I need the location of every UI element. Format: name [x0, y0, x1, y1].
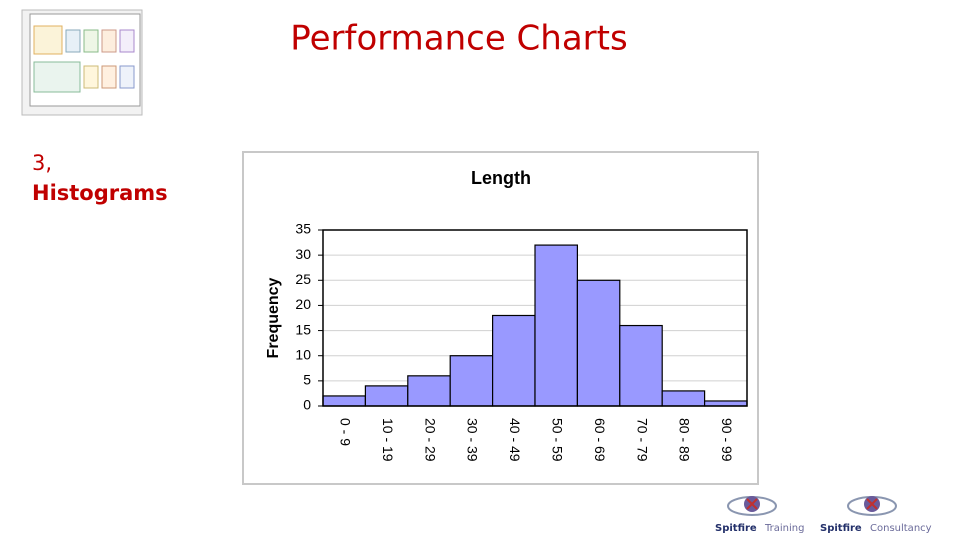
bar	[661, 390, 706, 407]
x-tick-label: 10 - 19	[380, 418, 396, 462]
x-tick-label: 80 - 89	[677, 418, 693, 462]
bar	[449, 355, 494, 407]
bar	[534, 244, 579, 407]
x-tick-label: 20 - 29	[422, 418, 438, 462]
logo-suffix: Consultancy	[870, 523, 932, 534]
section-number: 3,	[32, 151, 52, 175]
bar	[703, 400, 748, 407]
logo	[727, 496, 777, 516]
y-tick-label: 25	[295, 271, 311, 287]
x-tick-label: 40 - 49	[507, 418, 523, 462]
logo	[847, 496, 897, 516]
y-tick-label: 5	[303, 372, 311, 388]
thumbnail	[21, 9, 143, 116]
x-tick-label: 60 - 69	[592, 418, 608, 462]
bar	[364, 385, 409, 407]
y-tick-label: 20	[295, 296, 311, 312]
x-tick-label: 70 - 79	[634, 418, 650, 462]
x-tick-label: 90 - 99	[719, 418, 735, 462]
logo-brand: Spitfire	[820, 523, 862, 534]
slide-title: Performance Charts	[290, 19, 627, 59]
y-tick-label: 10	[295, 346, 311, 362]
bar	[576, 279, 621, 407]
x-tick-label: 0 - 9	[337, 418, 353, 446]
chart-title: Length	[471, 168, 531, 188]
bar	[407, 375, 451, 407]
y-axis-label: Frequency	[265, 277, 282, 358]
plot-border	[322, 229, 748, 407]
bar	[492, 314, 536, 407]
logo-brand: Spitfire	[715, 523, 757, 534]
y-tick-label: 0	[303, 397, 311, 413]
y-tick-label: 15	[295, 321, 311, 337]
section-title: Histograms	[32, 181, 168, 205]
logo-suffix: Training	[764, 523, 804, 534]
x-tick-label: 30 - 39	[465, 418, 481, 462]
bar	[322, 395, 367, 407]
y-tick-label: 30	[295, 246, 311, 262]
bar	[619, 324, 663, 407]
y-tick-label: 35	[295, 221, 311, 237]
x-tick-label: 50 - 59	[549, 418, 565, 462]
